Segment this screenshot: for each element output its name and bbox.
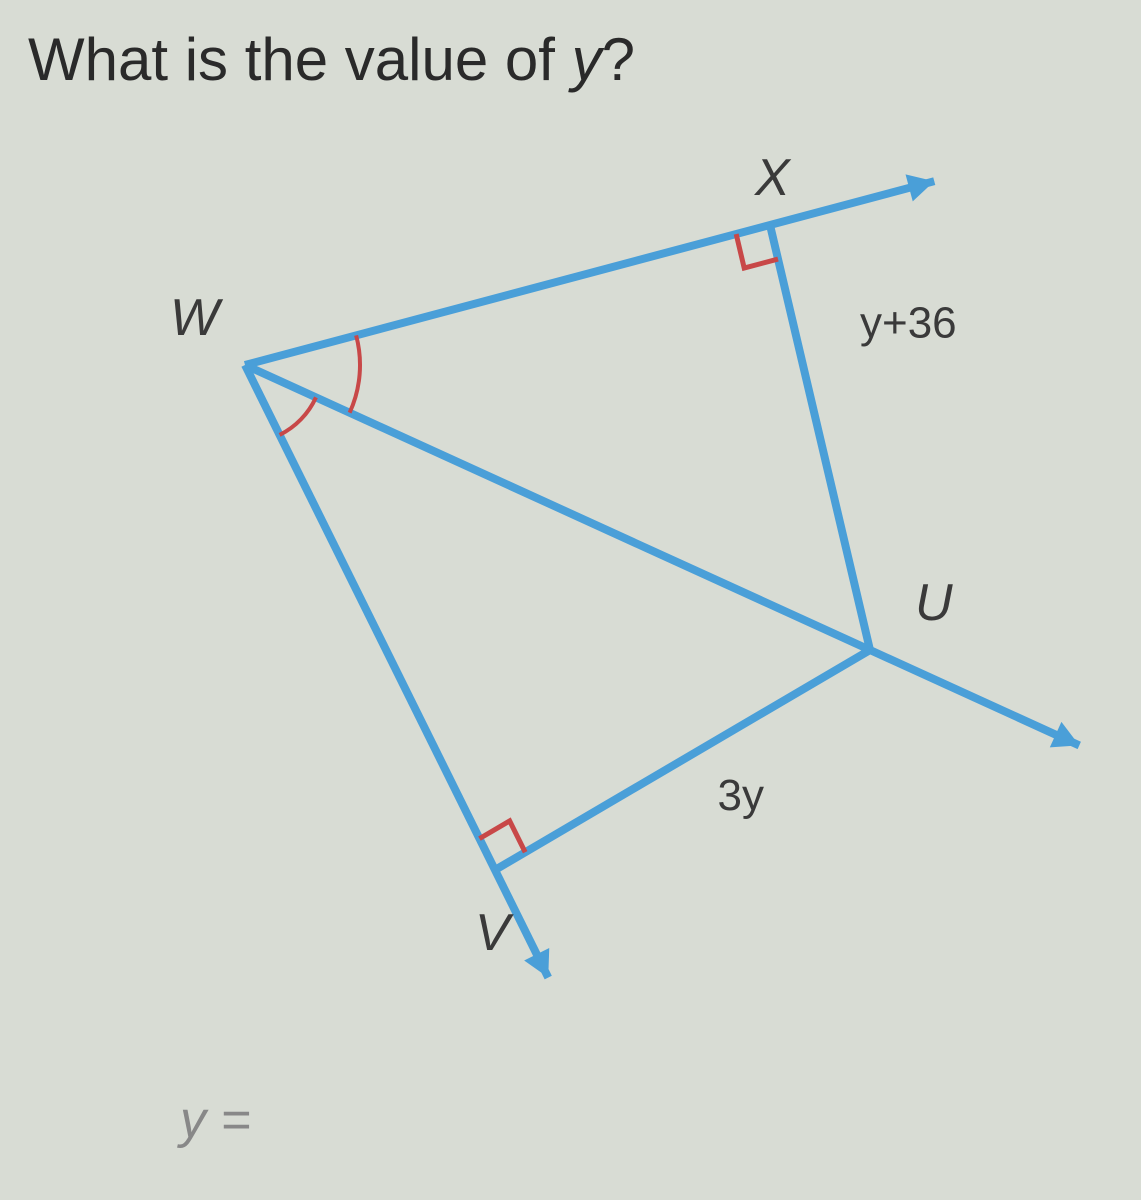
vertex-label-V: V [475, 904, 514, 962]
segment-label: 3y [718, 771, 764, 820]
answer-line: y = [180, 1090, 251, 1150]
question-prefix: What is the value of [28, 26, 572, 93]
vertex-label-X: X [754, 150, 792, 207]
question-suffix: ? [602, 26, 635, 93]
vertex-label-U: U [915, 574, 953, 632]
diagram-svg: y+36 3y W X U V [0, 150, 1141, 1050]
segment-label: y+36 [860, 299, 957, 348]
vertex-label-W: W [170, 289, 224, 347]
question-text: What is the value of y? [28, 25, 635, 94]
answer-prefix: y = [180, 1091, 251, 1149]
geometry-diagram: y+36 3y W X U V [0, 150, 1141, 1050]
question-variable: y [572, 26, 602, 93]
